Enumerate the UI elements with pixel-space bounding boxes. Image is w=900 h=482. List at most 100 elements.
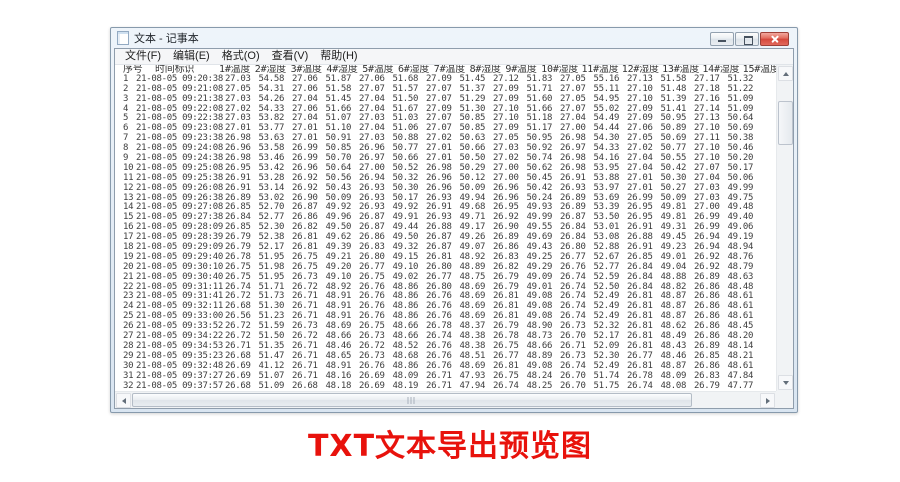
value-cell: 48.38 (459, 340, 486, 351)
value-cell: 26.86 (694, 311, 720, 322)
scroll-down-button[interactable] (778, 375, 793, 390)
row-index: 31 (123, 370, 134, 381)
value-cell: 26.76 (426, 301, 452, 312)
timestamp-cell: 21-08-05 09:22:08 (136, 103, 224, 114)
value-cell: 48.92 (325, 281, 352, 292)
vertical-scrollbar[interactable] (776, 65, 793, 391)
row-index: 5 (123, 113, 129, 124)
value-cell: 26.87 (292, 202, 318, 213)
scroll-left-button[interactable] (116, 393, 131, 408)
value-cell: 50.55 (660, 153, 687, 164)
close-button[interactable] (760, 32, 789, 46)
value-cell: 49.62 (325, 232, 352, 243)
value-cell: 49.20 (325, 261, 352, 272)
vertical-scrollbar-thumb[interactable] (778, 101, 793, 145)
value-cell: 51.66 (526, 103, 553, 114)
value-cell: 48.76 (727, 251, 754, 262)
value-cell: 48.48 (727, 281, 754, 292)
value-cell: 48.87 (660, 291, 687, 302)
timestamp-cell: 21-08-05 09:31:41 (136, 291, 224, 302)
column-header: 14#湿度 (702, 65, 740, 75)
value-cell: 49.69 (526, 232, 553, 243)
value-cell: 53.69 (593, 192, 620, 203)
value-cell: 49.75 (727, 192, 754, 203)
value-cell: 26.96 (493, 182, 519, 193)
timestamp-cell: 21-08-05 09:34:53 (136, 340, 224, 351)
row-index: 1 (123, 73, 129, 84)
value-cell: 26.94 (694, 232, 720, 243)
timestamp-cell: 21-08-05 09:35:23 (136, 350, 224, 361)
value-cell: 26.81 (493, 311, 519, 322)
timestamp-cell: 21-08-05 09:29:40 (136, 251, 224, 262)
value-cell: 26.87 (426, 242, 452, 253)
horizontal-scrollbar[interactable] (115, 391, 776, 408)
value-cell: 53.28 (258, 172, 285, 183)
value-cell: 51.17 (526, 123, 553, 134)
value-cell: 51.07 (258, 370, 285, 381)
timestamp-cell: 21-08-05 09:25:08 (136, 162, 224, 173)
scroll-up-button[interactable] (778, 66, 793, 81)
value-cell: 26.88 (426, 222, 452, 233)
timestamp-cell: 21-08-05 09:32:11 (136, 301, 224, 312)
value-cell: 51.68 (392, 73, 419, 84)
minimize-button[interactable] (710, 32, 734, 46)
value-cell: 50.09 (459, 182, 486, 193)
value-cell: 27.04 (627, 153, 653, 164)
value-cell: 50.30 (660, 172, 687, 183)
value-cell: 27.02 (493, 153, 519, 164)
column-header: 12#湿度 (621, 65, 659, 75)
value-cell: 26.98 (560, 162, 586, 173)
value-cell: 50.17 (727, 162, 754, 173)
value-cell: 26.95 (627, 202, 653, 213)
timestamp-cell: 21-08-05 09:29:09 (136, 242, 224, 253)
menu-item-file[interactable]: 文件(F) (125, 50, 162, 62)
value-cell: 51.29 (459, 93, 486, 104)
titlebar[interactable]: 文本 - 记事本 (111, 28, 797, 48)
timestamp-cell: 21-08-05 09:34:22 (136, 331, 224, 342)
value-cell: 27.09 (426, 73, 452, 84)
value-cell: 51.66 (325, 103, 352, 114)
value-cell: 48.79 (727, 261, 754, 272)
value-cell: 26.76 (426, 311, 452, 322)
value-cell: 27.06 (627, 123, 653, 134)
timestamp-cell: 21-08-05 09:30:10 (136, 261, 224, 272)
value-cell: 50.06 (727, 172, 754, 183)
caption: TXT文本导出预览图 (307, 429, 593, 464)
menu-item-help[interactable]: 帮助(H) (320, 50, 358, 62)
value-cell: 48.91 (325, 360, 352, 371)
value-cell: 26.72 (292, 331, 318, 342)
value-cell: 48.66 (526, 340, 553, 351)
value-cell: 53.58 (258, 143, 285, 154)
value-cell: 48.82 (660, 281, 687, 292)
value-cell: 26.92 (292, 172, 318, 183)
value-cell: 48.91 (325, 301, 352, 312)
value-cell: 26.71 (292, 291, 318, 302)
value-cell: 27.10 (493, 113, 519, 124)
text-editor-area[interactable]: 序号 时间标识 1#温度 2#湿度 3#温度 4#湿度 5#温度 6#湿度 7#温度 8#湿度 9#… (115, 65, 793, 408)
value-cell: 47.84 (727, 370, 754, 381)
value-cell: 26.82 (493, 261, 519, 272)
table-row: 12 21-08-05 09:26:08 26.91 53.14 26.92 50.43 2… (123, 182, 776, 194)
row-index: 15 (123, 212, 134, 223)
value-cell: 26.75 (225, 261, 251, 272)
value-cell: 27.10 (694, 143, 720, 154)
value-cell: 27.03 (225, 73, 251, 84)
menu-item-view[interactable]: 查看(V) (271, 50, 309, 62)
value-cell: 27.07 (694, 162, 720, 173)
value-cell: 49.04 (660, 261, 687, 272)
menu-item-edit[interactable]: 编辑(E) (173, 50, 210, 62)
value-cell: 48.09 (392, 370, 419, 381)
table-row: 10 21-08-05 09:25:08 26.95 53.42 26.96 50.64 2… (123, 162, 776, 174)
value-cell: 26.89 (225, 192, 251, 203)
menu-item-format[interactable]: 格式(O) (221, 50, 260, 62)
value-cell: 53.95 (593, 162, 620, 173)
timestamp-cell: 21-08-05 09:20:38 (136, 73, 224, 84)
horizontal-scrollbar-thumb[interactable] (132, 393, 692, 407)
value-cell: 49.02 (392, 271, 419, 282)
value-cell: 51.30 (459, 103, 486, 114)
value-cell: 50.30 (392, 182, 419, 193)
value-cell: 52.09 (593, 340, 620, 351)
window-controls (710, 32, 789, 46)
maximize-button[interactable] (735, 32, 759, 46)
scroll-right-button[interactable] (760, 393, 775, 408)
